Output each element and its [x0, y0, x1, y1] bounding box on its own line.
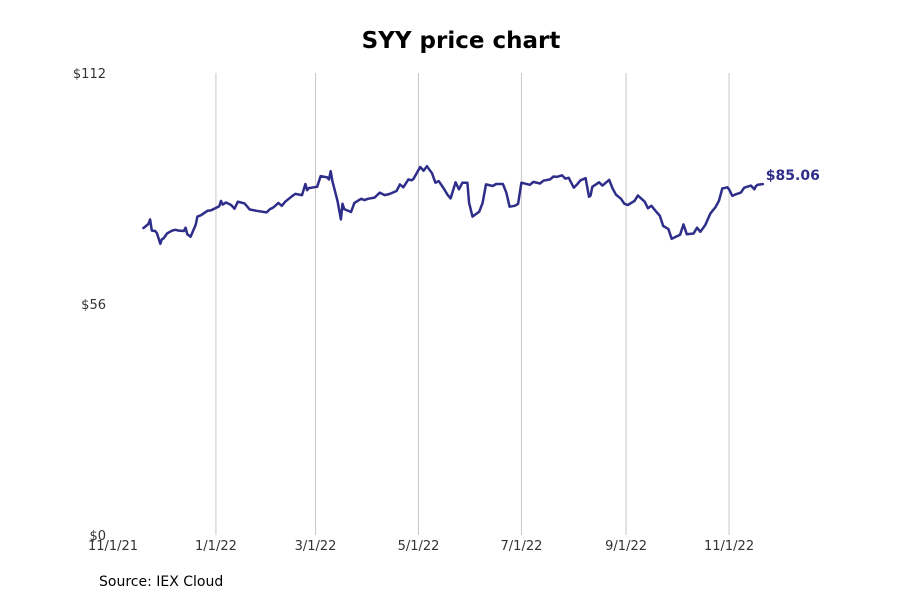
x-tick-label: 5/1/22 — [398, 539, 440, 554]
x-tick-label: 7/1/22 — [501, 539, 543, 554]
x-tick-label: 11/1/22 — [704, 539, 754, 554]
y-tick-label: $0 — [89, 529, 106, 544]
x-tick-label: 9/1/22 — [605, 539, 647, 554]
x-tick-label: 11/1/21 — [88, 539, 138, 554]
x-axis-ticks: 11/1/21 1/1/22 3/1/22 5/1/22 7/1/22 9/1/22 11/… — [88, 539, 754, 554]
y-tick-label: $112 — [73, 67, 106, 82]
source-note: Source: IEX Cloud — [99, 574, 224, 590]
gridlines — [215, 73, 730, 535]
last-price-label: $85.06 — [766, 168, 820, 184]
x-tick-label: 1/1/22 — [195, 539, 237, 554]
price-line — [142, 164, 765, 246]
y-axis-ticks: $0 $56 $112 — [73, 67, 106, 544]
y-tick-label: $56 — [81, 298, 106, 313]
x-tick-label: 3/1/22 — [295, 539, 337, 554]
chart-title: SYY price chart — [361, 28, 561, 54]
